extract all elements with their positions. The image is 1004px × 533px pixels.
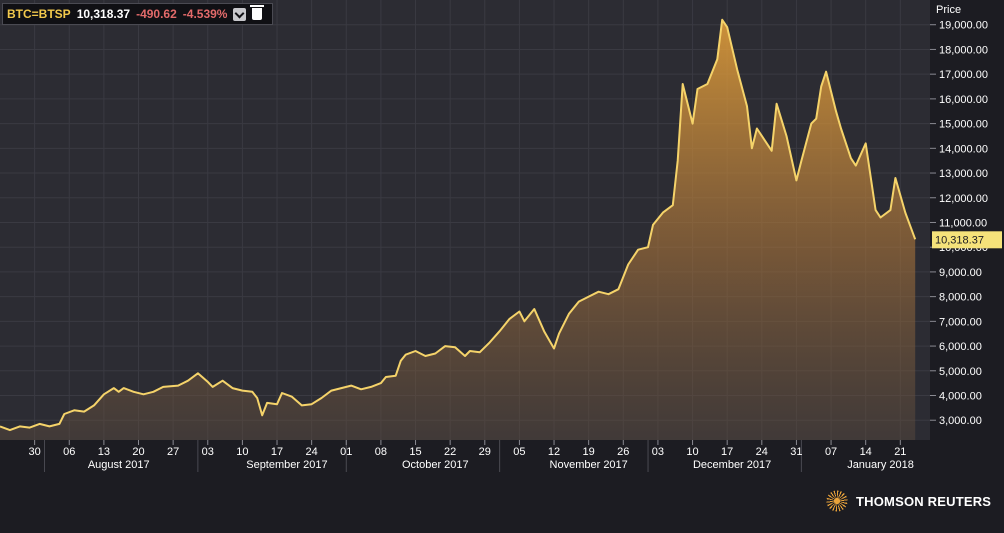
y-tick-label: 3,000.00: [939, 415, 982, 427]
x-month-label: January 2018: [847, 459, 914, 471]
last-value-label: 10,318.37: [935, 234, 984, 246]
axis-background: [930, 0, 1004, 533]
chevron-down-icon[interactable]: [233, 7, 247, 21]
price-change: -490.62: [136, 7, 177, 21]
month-boundaries: [44, 440, 802, 472]
x-tick-label: 12: [548, 446, 560, 458]
x-tick-label: 29: [479, 446, 491, 458]
last-value-badge: 10,318.37: [932, 231, 1002, 249]
y-tick-label: 15,000.00: [939, 119, 988, 131]
x-tick-label: 03: [652, 446, 664, 458]
trash-icon[interactable]: [250, 5, 265, 20]
y-tick-label: 16,000.00: [939, 94, 988, 106]
y-tick-label: 19,000.00: [939, 20, 988, 32]
y-tick-label: 7,000.00: [939, 316, 982, 328]
x-tick-label: 24: [306, 446, 318, 458]
brand-logo: THOMSON REUTERS: [826, 490, 991, 512]
x-month-label: August 2017: [88, 459, 150, 471]
x-tick-label: 07: [825, 446, 837, 458]
xaxis-background: [0, 440, 930, 533]
brand-name: THOMSON REUTERS: [856, 493, 992, 509]
x-tick-label: 06: [63, 446, 75, 458]
x-tick-label: 21: [894, 446, 906, 458]
x-tick-label: 30: [29, 446, 41, 458]
price-area: [0, 19, 916, 441]
y-axis-ticks: 3,000.00 4,000.00 5,000.00 6,000.00 7,000.00…: [930, 20, 988, 427]
x-tick-label: 03: [202, 446, 214, 458]
x-tick-label: 10: [686, 446, 698, 458]
x-tick-label: 26: [617, 446, 629, 458]
price-change-percent: -4.539%: [182, 7, 228, 21]
x-tick-label: 01: [340, 446, 352, 458]
y-tick-label: 17,000.00: [939, 69, 988, 81]
x-tick-label: 10: [236, 446, 248, 458]
y-tick-label: 6,000.00: [939, 341, 982, 353]
x-month-label: September 2017: [246, 459, 327, 471]
x-tick-label: 15: [409, 446, 421, 458]
x-tick-label: 31: [790, 446, 802, 458]
x-tick-label: 13: [98, 446, 110, 458]
y-tick-label: 13,000.00: [939, 168, 988, 180]
x-axis-day-ticks: 30 06 13 20 27 03 10 17 24 01 08 15 22 29 05 12 19 26 03 10…: [29, 440, 906, 458]
y-tick-label: 18,000.00: [939, 44, 988, 56]
price-line: [0, 18, 917, 432]
y-tick-label: 14,000.00: [939, 143, 988, 155]
y-tick-label: 12,000.00: [939, 193, 988, 205]
x-tick-label: 08: [375, 446, 387, 458]
x-tick-label: 22: [444, 446, 456, 458]
x-tick-label: 24: [756, 446, 768, 458]
x-month-label: October 2017: [402, 459, 469, 471]
x-month-label: December 2017: [693, 459, 771, 471]
series-symbol: BTC=BTSP: [7, 7, 71, 21]
x-tick-label: 27: [167, 446, 179, 458]
x-tick-label: 19: [583, 446, 595, 458]
y-tick-label: 5,000.00: [939, 366, 982, 378]
x-tick-label: 17: [271, 446, 283, 458]
thomson-reuters-logo-icon: [826, 490, 848, 512]
x-tick-label: 17: [721, 446, 733, 458]
x-tick-label: 14: [860, 446, 872, 458]
y-tick-label: 11,000.00: [939, 217, 987, 229]
x-axis-month-labels: August 2017 September 2017 October 2017 Nov…: [88, 459, 914, 471]
y-tick-label: 4,000.00: [939, 391, 982, 403]
x-tick-label: 20: [132, 446, 144, 458]
y-axis-title: Price: [936, 4, 961, 16]
y-tick-label: 9,000.00: [939, 267, 982, 279]
last-price: 10,318.37: [76, 7, 131, 21]
x-month-label: November 2017: [550, 459, 628, 471]
y-tick-label: 8,000.00: [939, 292, 982, 304]
x-tick-label: 05: [513, 446, 525, 458]
series-legend: BTC=BTSP 10,318.37 -490.62 -4.539%: [2, 3, 274, 25]
